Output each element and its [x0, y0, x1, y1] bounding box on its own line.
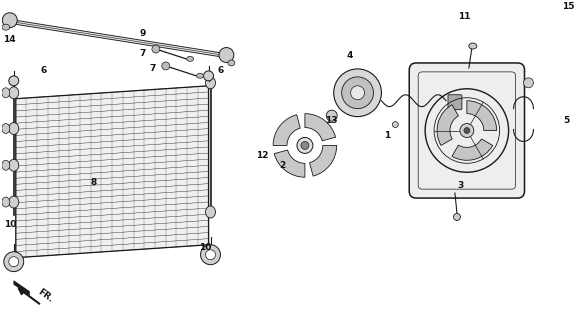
- Ellipse shape: [9, 196, 19, 208]
- Text: 11: 11: [458, 12, 470, 21]
- Wedge shape: [305, 114, 336, 141]
- Ellipse shape: [2, 88, 10, 98]
- Wedge shape: [437, 105, 458, 145]
- Text: 12: 12: [256, 151, 268, 160]
- Ellipse shape: [206, 77, 216, 89]
- Ellipse shape: [2, 24, 10, 30]
- Wedge shape: [273, 115, 300, 145]
- Circle shape: [4, 252, 24, 272]
- Text: 1: 1: [384, 131, 390, 140]
- Ellipse shape: [9, 87, 19, 99]
- Text: 6: 6: [217, 66, 224, 76]
- Ellipse shape: [187, 56, 193, 61]
- Text: 2: 2: [279, 161, 285, 170]
- Circle shape: [152, 45, 160, 53]
- Circle shape: [200, 245, 220, 265]
- Ellipse shape: [196, 73, 203, 78]
- Text: 5: 5: [563, 116, 569, 125]
- Text: 8: 8: [90, 178, 96, 187]
- Wedge shape: [452, 139, 493, 160]
- Circle shape: [350, 86, 364, 100]
- Ellipse shape: [2, 197, 10, 207]
- Circle shape: [297, 138, 313, 153]
- Wedge shape: [310, 145, 337, 176]
- Ellipse shape: [9, 76, 19, 86]
- Circle shape: [327, 110, 337, 121]
- Text: 14: 14: [3, 35, 16, 44]
- Ellipse shape: [2, 160, 10, 170]
- Circle shape: [523, 78, 533, 88]
- Circle shape: [9, 257, 19, 267]
- Text: FR.: FR.: [35, 287, 54, 304]
- Text: 7: 7: [150, 64, 156, 73]
- Wedge shape: [274, 150, 305, 177]
- Circle shape: [2, 13, 17, 28]
- Circle shape: [219, 48, 234, 62]
- Polygon shape: [16, 86, 209, 258]
- Ellipse shape: [9, 159, 19, 171]
- FancyBboxPatch shape: [448, 95, 462, 110]
- Ellipse shape: [2, 124, 10, 133]
- Text: 7: 7: [140, 49, 146, 58]
- Text: 10: 10: [199, 243, 211, 252]
- Ellipse shape: [453, 213, 460, 220]
- Text: 9: 9: [140, 29, 146, 38]
- Text: 6: 6: [41, 66, 46, 76]
- Wedge shape: [467, 101, 497, 131]
- Ellipse shape: [206, 206, 216, 218]
- Ellipse shape: [9, 123, 19, 134]
- Circle shape: [162, 62, 170, 70]
- Circle shape: [333, 69, 381, 116]
- FancyBboxPatch shape: [409, 63, 525, 198]
- Text: 3: 3: [458, 181, 464, 190]
- Circle shape: [301, 141, 309, 149]
- Circle shape: [464, 128, 470, 133]
- Ellipse shape: [469, 43, 477, 49]
- Ellipse shape: [392, 122, 399, 128]
- Circle shape: [206, 250, 216, 260]
- Polygon shape: [14, 281, 30, 295]
- Text: 4: 4: [346, 52, 353, 60]
- Text: 13: 13: [325, 116, 338, 125]
- Text: 10: 10: [3, 220, 16, 229]
- Circle shape: [460, 124, 474, 138]
- Ellipse shape: [203, 71, 213, 81]
- Ellipse shape: [228, 60, 235, 66]
- Text: 15: 15: [562, 2, 575, 11]
- Circle shape: [342, 77, 374, 109]
